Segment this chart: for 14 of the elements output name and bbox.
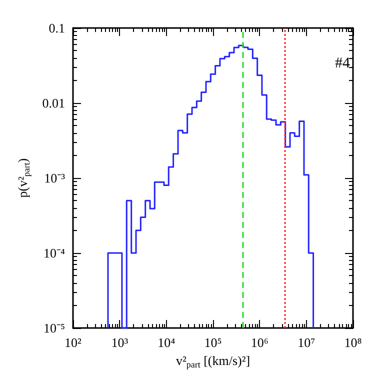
x-tick-label: 10⁷ — [298, 335, 316, 350]
x-tick-label: 10⁴ — [158, 335, 176, 350]
x-tick-label: 10⁸ — [344, 335, 362, 350]
y-axis-title: p(v²part) — [15, 158, 32, 198]
y-tick-label: 0.1 — [48, 20, 65, 36]
x-tick-label: 10⁵ — [204, 335, 222, 350]
y-tick-label: 10⁻⁵ — [43, 320, 65, 336]
x-tick-label: 10³ — [111, 335, 128, 350]
y-tick-label: 10⁻³ — [44, 170, 66, 186]
x-tick-label: 10² — [64, 335, 82, 350]
annotation: #4 — [335, 56, 350, 72]
y-tick-label: 10⁻⁴ — [43, 246, 66, 260]
y-tick-label: 0.01 — [42, 96, 65, 110]
x-tick-label: 10⁶ — [250, 335, 268, 350]
